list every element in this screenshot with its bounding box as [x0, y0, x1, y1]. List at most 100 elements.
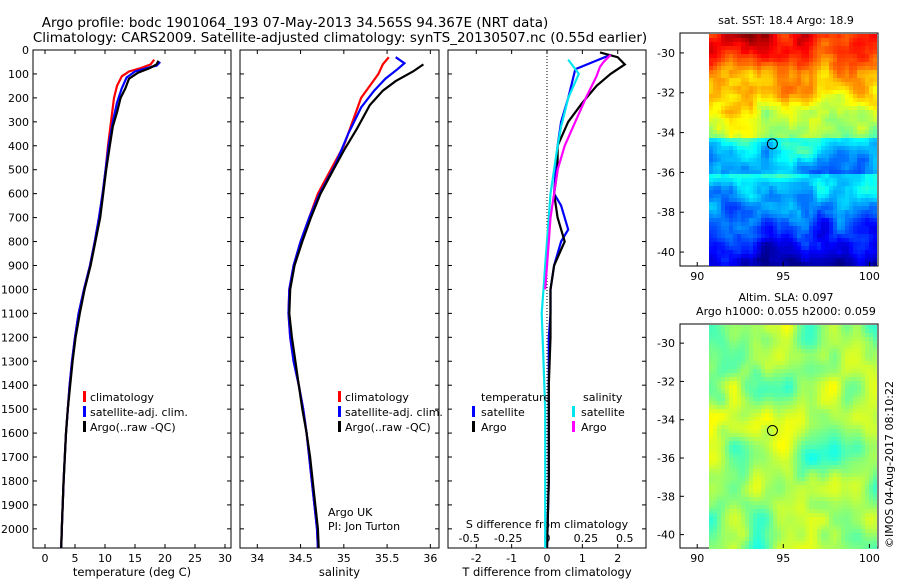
sst-map-cell [717, 166, 721, 170]
sla-map-cell [781, 385, 785, 389]
sla-map-cell [761, 521, 765, 525]
sla-map-cell [817, 445, 821, 449]
sla-map-cell [729, 429, 733, 433]
sla-map-cell [805, 337, 809, 341]
sst-map-cell [737, 106, 741, 110]
sla-map-cell [817, 469, 821, 473]
sst-map-cell [849, 170, 853, 174]
sst-map-cell [801, 230, 805, 234]
sla-map-cell [801, 533, 805, 537]
sst-map-cell [809, 202, 813, 206]
sst-map-cell [861, 134, 865, 138]
sst-map-cell [713, 78, 717, 82]
sst-map-cell [717, 98, 721, 102]
sla-map-cell [729, 345, 733, 349]
sst-map-cell [713, 138, 717, 142]
sla-map-cell [745, 385, 749, 389]
sst-map-cell [833, 86, 837, 90]
sst-map-cell [873, 86, 877, 90]
sla-map-cell [793, 409, 797, 413]
sst-map-cell [857, 122, 861, 126]
sla-map-cell [717, 365, 721, 369]
sla-map-cell [825, 469, 829, 473]
sst-map-cell [753, 210, 757, 214]
sst-map-cell [717, 246, 721, 250]
sla-map-cell [805, 341, 809, 345]
sla-map-cell [781, 517, 785, 521]
sla-map-cell [837, 337, 841, 341]
sst-map-cell [817, 222, 821, 226]
sst-map-cell [721, 262, 725, 266]
sst-map-cell [785, 98, 789, 102]
sst-map-cell [801, 102, 805, 106]
sla-map-cell [769, 341, 773, 345]
sst-map-cell [773, 38, 777, 42]
sla-map-cell [773, 529, 777, 533]
sla-map-cell [765, 405, 769, 409]
sla-map-cell [761, 389, 765, 393]
sla-map-cell [825, 489, 829, 493]
sst-map-cell [765, 262, 769, 266]
sla-map-cell [721, 445, 725, 449]
sst-map-cell [849, 174, 853, 178]
sst-map-cell [869, 254, 873, 258]
sla-map-cell [749, 465, 753, 469]
sla-map-cell [841, 485, 845, 489]
sla-map-cell [737, 417, 741, 421]
sst-map-cell [773, 86, 777, 90]
sst-map-cell [757, 130, 761, 134]
sla-map-cell [725, 341, 729, 345]
sst-map-cell [741, 142, 745, 146]
sla-map-cell [789, 457, 793, 461]
sst-map-cell [781, 138, 785, 142]
sst-map-cell [753, 34, 757, 38]
sla-map-cell [801, 493, 805, 497]
sst-map-cell [769, 202, 773, 206]
sla-map-cell [725, 329, 729, 333]
sst-map-cell [793, 242, 797, 246]
sst-map-cell [845, 218, 849, 222]
sla-map-cell [861, 393, 865, 397]
sst-map-cell [861, 86, 865, 90]
sla-map-cell [709, 381, 713, 385]
sst-map-cell [757, 34, 761, 38]
sla-map-cell [757, 445, 761, 449]
sla-map-cell [793, 505, 797, 509]
sst-map-cell [873, 74, 877, 78]
sst-map-cell [741, 102, 745, 106]
sla-map-cell [805, 405, 809, 409]
sst-map-cell [809, 94, 813, 98]
sla-map-cell [829, 465, 833, 469]
sst-map-cell [733, 142, 737, 146]
sst-map-cell [717, 122, 721, 126]
sla-map-cell [713, 537, 717, 541]
sst-map-cell [753, 154, 757, 158]
sst-map-cell [853, 126, 857, 130]
sla-map-cell [869, 357, 873, 361]
sst-map-cell [825, 258, 829, 262]
sst-map-cell [861, 126, 865, 130]
sla-map-cell [749, 401, 753, 405]
sla-map-cell [853, 417, 857, 421]
sst-map-cell [733, 218, 737, 222]
sla-map-cell [777, 337, 781, 341]
sla-map-cell [809, 345, 813, 349]
sla-map-cell [833, 329, 837, 333]
sst-map-cell [761, 186, 765, 190]
sst-map-cell [829, 246, 833, 250]
sla-map-cell [777, 401, 781, 405]
sst-map-cell [741, 246, 745, 250]
sst-map-cell [829, 74, 833, 78]
sla-map-cell [797, 425, 801, 429]
sst-map-cell [821, 218, 825, 222]
sst-map-cell [801, 114, 805, 118]
sst-map-cell [765, 94, 769, 98]
sla-map-cell [769, 485, 773, 489]
sla-map-cell [785, 449, 789, 453]
sla-map-cell [821, 401, 825, 405]
sla-map-cell [729, 393, 733, 397]
sla-map-cell [861, 409, 865, 413]
sst-map-cell [781, 106, 785, 110]
sst-map-cell [765, 186, 769, 190]
sst-map-cell [769, 94, 773, 98]
